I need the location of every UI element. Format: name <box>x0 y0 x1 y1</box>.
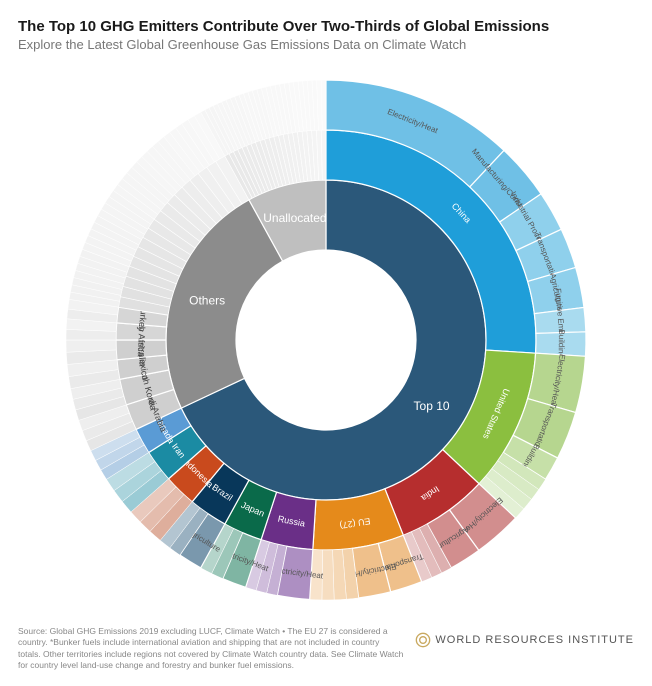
svg-text:Others: Others <box>189 294 225 308</box>
brand-logo: WORLD RESOURCES INSTITUTE <box>415 632 634 648</box>
svg-text:Unallocated: Unallocated <box>263 211 326 225</box>
chart-title: The Top 10 GHG Emitters Contribute Over … <box>18 18 634 35</box>
chart-subtitle: Explore the Latest Global Greenhouse Gas… <box>18 37 634 52</box>
svg-text:Top 10: Top 10 <box>414 399 450 413</box>
sunburst-chart: Top 10OthersUnallocatedChinaUnited State… <box>18 60 634 620</box>
footnote-text: Source: Global GHG Emissions 2019 exclud… <box>18 626 403 672</box>
